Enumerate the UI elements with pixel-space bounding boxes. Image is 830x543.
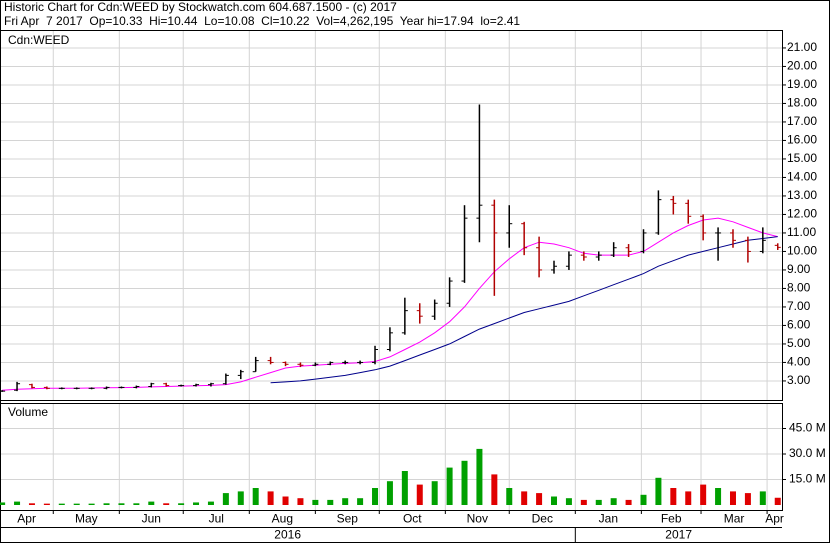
x-tick-label: Feb: [661, 512, 682, 526]
volume-bar: [625, 499, 632, 505]
volume-bar: [73, 503, 80, 505]
x-tick-label: Apr: [765, 512, 784, 526]
y-tick-label: 30.0 M: [789, 446, 826, 460]
volume-bar: [774, 497, 781, 505]
y-tick-label: 9.00: [787, 262, 811, 276]
y-tick-label: 11.00: [787, 225, 816, 239]
volume-bar: [685, 491, 692, 505]
volume-bar: [416, 484, 423, 505]
y-tick-label: 17.00: [787, 114, 817, 128]
y-tick-label: 19.00: [787, 77, 817, 91]
volume-bar: [461, 460, 468, 505]
moving-average-line: [2, 217, 778, 391]
volume-bar: [655, 477, 662, 505]
y-tick-label: 12.00: [787, 207, 817, 221]
volume-bar: [43, 503, 50, 505]
y-tick-label: 8.00: [787, 281, 811, 295]
y-tick-label: 6.00: [787, 318, 811, 332]
y-tick-label: 4.00: [787, 355, 811, 369]
volume-bar: [207, 501, 214, 505]
x-tick-label: Oct: [403, 512, 422, 526]
volume-bar: [297, 498, 304, 505]
panel-label: Volume: [8, 405, 48, 419]
volume-bar: [744, 493, 751, 505]
volume-bar: [372, 488, 379, 505]
x-tick-label: Jan: [599, 512, 618, 526]
volume-bar: [506, 488, 513, 505]
volume-bar: [431, 481, 438, 505]
x-tick-label: Sep: [337, 512, 359, 526]
volume-bar: [178, 503, 185, 505]
chart-title: Historic Chart for Cdn:WEED by Stockwatc…: [4, 0, 397, 14]
volume-bar: [386, 481, 393, 505]
volume-bar: [401, 471, 408, 505]
x-tick-label: Dec: [532, 512, 553, 526]
volume-bar: [357, 498, 364, 505]
y-tick-label: 15.00: [787, 151, 817, 165]
volume-bar: [729, 491, 736, 505]
y-tick-label: 45.0 M: [789, 421, 826, 435]
x-tick-label: Jun: [142, 512, 161, 526]
y-tick-label: 16.00: [787, 133, 817, 147]
volume-bar: [342, 498, 349, 505]
y-tick-label: 15.0 M: [789, 472, 826, 486]
y-tick-label: 5.00: [787, 336, 811, 350]
x-tick-label: Apr: [17, 512, 36, 526]
volume-bar: [446, 467, 453, 505]
x-tick-label: Aug: [272, 512, 293, 526]
volume-bar: [148, 501, 155, 505]
volume-bar: [536, 493, 543, 505]
volume-bar: [282, 496, 289, 505]
volume-bar: [193, 502, 200, 505]
volume-bar: [103, 503, 110, 505]
volume-bar: [476, 448, 483, 505]
x-tick-label: Mar: [724, 512, 745, 526]
x-tick-label: May: [75, 512, 98, 526]
year-label: 2017: [665, 528, 692, 542]
y-tick-label: 14.00: [787, 170, 817, 184]
volume-bar: [58, 503, 65, 505]
moving-average-line: [270, 236, 778, 384]
volume-bar: [610, 498, 617, 505]
volume-bar: [133, 503, 140, 505]
volume-bar: [521, 491, 528, 505]
volume-bar: [118, 503, 125, 505]
volume-bar: [14, 501, 21, 505]
y-tick-label: 21.00: [787, 40, 817, 54]
volume-bar: [0, 502, 6, 505]
volume-bar: [551, 496, 558, 505]
volume-bar: [715, 488, 722, 505]
volume-bar: [759, 491, 766, 505]
volume-bar: [700, 484, 707, 505]
volume-bar: [491, 474, 498, 505]
volume-bar: [28, 503, 35, 505]
volume-bar: [267, 491, 274, 505]
panel-label: Cdn:WEED: [8, 33, 70, 47]
volume-bar: [640, 494, 647, 505]
y-tick-label: 7.00: [787, 299, 811, 313]
volume-bar: [252, 488, 259, 505]
x-tick-label: Nov: [467, 512, 488, 526]
year-label: 2016: [274, 528, 301, 542]
y-tick-label: 10.00: [787, 244, 817, 258]
y-tick-label: 13.00: [787, 188, 817, 202]
x-tick-label: Jul: [209, 512, 224, 526]
volume-bar: [312, 499, 319, 505]
chart-subtitle: Fri Apr 7 2017 Op=10.33 Hi=10.44 Lo=10.0…: [4, 14, 520, 28]
volume-bar: [595, 499, 602, 505]
volume-bar: [565, 498, 572, 505]
volume-bar: [163, 503, 170, 505]
volume-bar: [327, 499, 334, 505]
y-tick-label: 20.00: [787, 59, 817, 73]
volume-bar: [580, 499, 587, 505]
volume-bar: [222, 493, 229, 505]
y-tick-label: 3.00: [787, 373, 811, 387]
y-tick-label: 18.00: [787, 96, 817, 110]
volume-bar: [670, 488, 677, 505]
volume-bar: [88, 503, 95, 505]
volume-bar: [237, 491, 244, 505]
